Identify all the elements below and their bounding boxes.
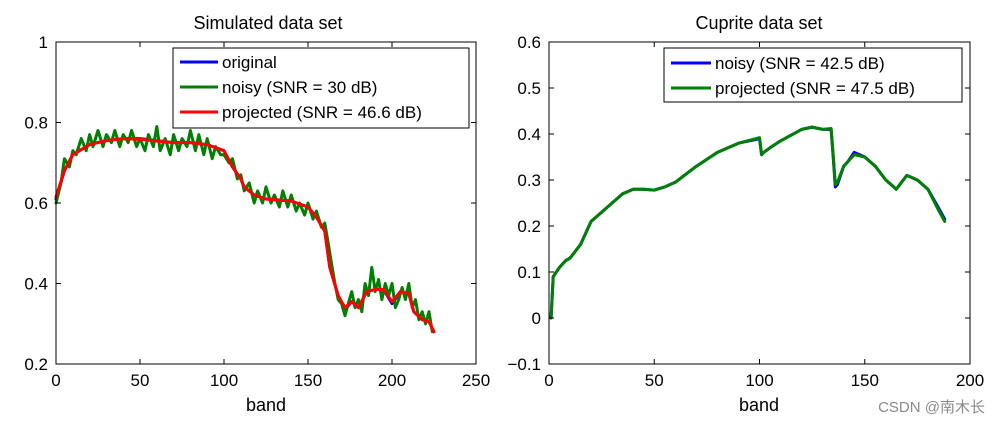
x-tick-label: 100 [210, 371, 238, 390]
axis-ticks: 0 50 100 150 200 250 0.2 0.4 0.6 0.8 1 [24, 33, 490, 390]
series-line-1 [54, 137, 436, 334]
series-line-3 [54, 137, 436, 334]
legend: original noisy (SNR = 30 dB) projected (… [172, 47, 470, 129]
y-tick-label: 0.5 [517, 79, 541, 98]
y-tick-label: 0 [532, 309, 541, 328]
legend-label-noisy: noisy (SNR = 42.5 dB) [715, 54, 885, 73]
x-axis-label: band [739, 395, 779, 415]
y-tick-label: 0.1 [517, 263, 541, 282]
y-tick-label: 0.4 [517, 125, 541, 144]
axis-ticks: 0 50 100 150 200−0.100.10.20.30.40.50.6 [507, 33, 984, 390]
y-tick-label: 0.4 [24, 275, 48, 294]
legend: noisy (SNR = 42.5 dB) projected (SNR = 4… [663, 47, 963, 103]
chart-cuprite: Cuprite data set 0 50 100 150 200−0.100.10.2… [507, 13, 984, 415]
y-tick-label: −0.1 [507, 355, 541, 374]
legend-label-projected: projected (SNR = 47.5 dB) [715, 79, 915, 98]
x-tick-label: 50 [131, 371, 150, 390]
legend-label-projected: projected (SNR = 46.6 dB) [222, 103, 422, 122]
x-tick-label: 150 [294, 371, 322, 390]
x-tick-label: 50 [645, 371, 664, 390]
series-line-2 [54, 125, 434, 334]
chart-title: Cuprite data set [695, 13, 822, 33]
x-tick-label: 150 [851, 371, 879, 390]
series-group [549, 125, 947, 320]
y-tick-label: 0.6 [24, 194, 48, 213]
series-group [54, 125, 436, 334]
x-tick-label: 200 [378, 371, 406, 390]
x-tick-label: 200 [956, 371, 984, 390]
x-tick-label: 0 [51, 371, 60, 390]
watermark: CSDN @南木长 [878, 399, 985, 416]
series-line-1 [549, 125, 947, 320]
y-tick-label: 0.6 [517, 33, 541, 52]
legend-label-noisy: noisy (SNR = 30 dB) [222, 78, 377, 97]
legend-box [172, 47, 470, 129]
y-tick-label: 0.2 [24, 355, 48, 374]
y-tick-label: 0.8 [24, 114, 48, 133]
legend-label-original: original [222, 53, 277, 72]
chart-title: Simulated data set [193, 13, 342, 33]
y-tick-label: 1 [39, 33, 48, 52]
x-axis-label: band [246, 395, 286, 415]
x-tick-label: 250 [462, 371, 490, 390]
x-tick-label: 0 [544, 371, 553, 390]
chart-simulated: Simulated data set 0 50 100 150 200 250 0.2 0.4… [24, 13, 490, 415]
series-line-2 [549, 125, 947, 320]
y-tick-label: 0.3 [517, 171, 541, 190]
legend-box [663, 47, 963, 103]
y-tick-label: 0.2 [517, 217, 541, 236]
x-tick-label: 100 [745, 371, 773, 390]
